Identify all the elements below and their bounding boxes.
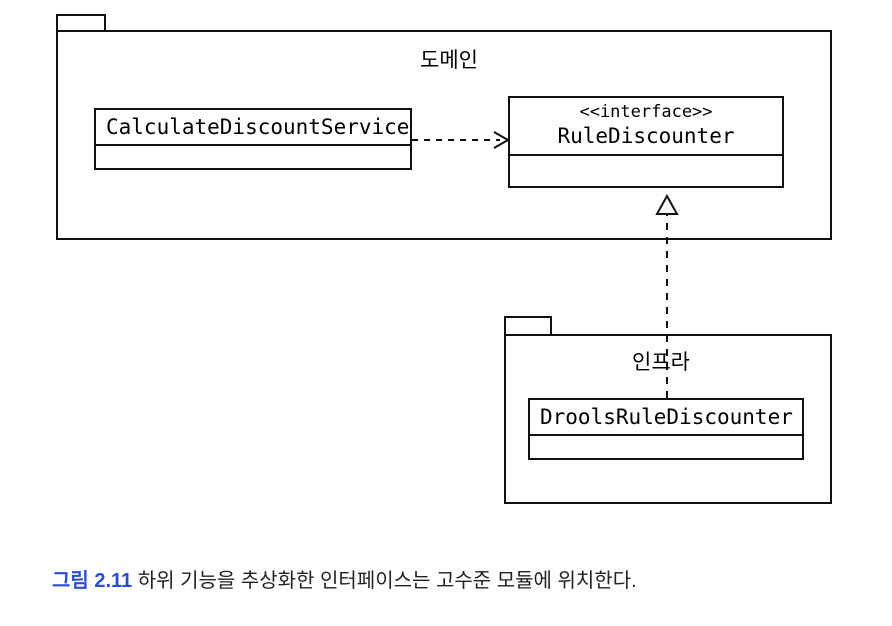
figure-text: 하위 기능을 추상화한 인터페이스는 고수준 모듈에 위치한다. (138, 570, 637, 592)
package-domain-tab (56, 14, 106, 30)
class-calculate-discount-service: CalculateDiscountService (94, 108, 412, 170)
package-infra-tab (504, 316, 552, 334)
package-infra-title: 인프라 (632, 346, 690, 376)
class-name: DroolsRuleDiscounter (540, 405, 793, 429)
figure-caption: 그림 2.11 하위 기능을 추상화한 인터페이스는 고수준 모듈에 위치한다. (52, 564, 637, 593)
package-domain-title: 도메인 (420, 44, 478, 74)
class-drools-rule-discounter: DroolsRuleDiscounter (528, 398, 804, 460)
class-name: CalculateDiscountService (106, 115, 409, 139)
figure-number: 그림 2.11 (52, 570, 132, 592)
class-name: RuleDiscounter (557, 124, 734, 148)
class-stereotype: <<interface>> (520, 102, 772, 123)
uml-diagram: 도메인 인프라 CalculateDiscountService <<inter… (0, 0, 892, 626)
class-rule-discounter: <<interface>> RuleDiscounter (508, 96, 784, 188)
